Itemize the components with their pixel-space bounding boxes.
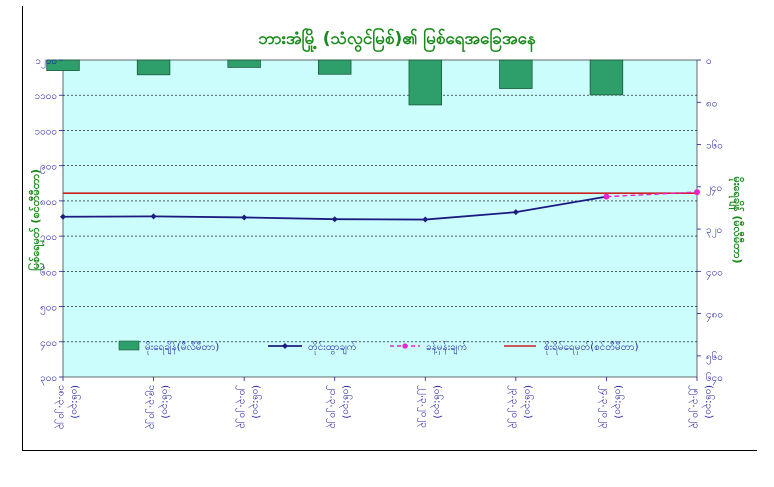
- rain-bar: [136, 59, 171, 76]
- rain-bar: [408, 59, 442, 106]
- chart: ဘားအံမြို့ (သံလွင်မြစ်)၏ မြစ်ရေအခြေအနေ ၃…: [27, 26, 745, 429]
- legend-marker-observed: [282, 343, 288, 349]
- right-tick-label: ၄၈၀: [706, 310, 723, 323]
- left-tick-label: ၆၀၀: [40, 265, 57, 278]
- x-tick-label: (၀၆:၃၀): [610, 385, 625, 419]
- x-tick-label: ၁၈.၃.၂၀၂၃: [54, 385, 67, 429]
- left-tick-label: ၉၀၀: [40, 162, 57, 175]
- right-tick-label: ၄၀၀: [706, 267, 723, 280]
- x-tick-label: (၀၆:၃၀): [520, 385, 535, 419]
- right-tick-label: ၅၆၀: [706, 350, 723, 365]
- chart-title: ဘားအံမြို့ (သံလွင်မြစ်)၏ မြစ်ရေအခြေအနေ: [257, 26, 535, 53]
- legend-marker-forecast: [402, 343, 408, 349]
- legend-swatch-rain: [118, 340, 140, 351]
- right-tick-label: ၁၆၀: [706, 139, 723, 152]
- x-tick-label: (၀၆:၃၀): [67, 385, 82, 419]
- forecast-point: [694, 189, 700, 196]
- right-tick-label: ၂၄၀: [706, 183, 722, 196]
- right-tick-label: ၈၀: [706, 98, 717, 109]
- legend-label: ခန့်မှန်းချက်: [426, 340, 467, 355]
- x-tick-label: ၂၄.၃.၂၀၂၃: [597, 385, 610, 429]
- x-tick-label: ၁၉.၃.၂၀၂၃: [145, 385, 158, 429]
- x-tick-label: ၂၀.၃.၂၀၂၃: [235, 385, 248, 429]
- observed-point: [241, 214, 248, 221]
- observed-point: [150, 213, 157, 220]
- left-tick-label: ၅၀၀: [40, 303, 57, 316]
- right-tick-label: ၃၂၀: [706, 225, 722, 238]
- forecast-line: [606, 191, 698, 198]
- x-tick-label: (၀၆:၃၀): [701, 385, 716, 419]
- left-tick-label: ၁၂၀၀: [35, 56, 57, 69]
- forecast-point: [603, 193, 610, 200]
- x-tick-label: (၀၆:၃၀): [339, 385, 354, 419]
- rain-bar: [589, 59, 624, 96]
- x-tick-label: ၂၁.၃.၂၀၂၃: [326, 385, 339, 429]
- observed-point: [422, 216, 429, 223]
- right-tick-label: ၀: [706, 56, 712, 67]
- x-tick-label: (၀၆:၃၀): [158, 385, 173, 419]
- left-tick-label: ၁၁၀၀: [35, 91, 58, 102]
- left-tick-label: ၇၀၀: [40, 232, 57, 245]
- legend-label: တိုင်းထွာချက်: [308, 340, 357, 355]
- left-tick-label: ၁၀၀၀: [35, 126, 58, 137]
- rain-bar: [227, 59, 261, 68]
- y-axis-left-label: မြစ်ရေမှတ် (စင်တီမီတာ): [27, 169, 45, 271]
- x-tick-label: ၂၂.၃.၂၀၂၃: [416, 385, 429, 428]
- observed-point: [512, 209, 519, 216]
- x-tick-label: ၂၅.၃.၂၀၂၃: [688, 385, 701, 429]
- left-tick-label: ၄၀၀: [40, 338, 57, 351]
- legend-label: မိုးရေချိန်(မီလီမီတာ): [145, 340, 219, 355]
- legend-label: စိုးရိမ်ရေမှတ်(စင်တီမီတာ): [544, 340, 639, 355]
- observed-point: [331, 216, 338, 223]
- left-tick-label: ၃၀၀: [40, 373, 57, 386]
- chart-frame: ဘားအံမြို့ (သံလွင်မြစ်)၏ မြစ်ရေအခြေအနေ ၃…: [22, 6, 757, 451]
- x-tick-label: (၀၆:၃၀): [248, 385, 263, 419]
- rain-bar: [499, 59, 533, 89]
- observed-point: [60, 213, 66, 220]
- x-tick-label: (၀၆:၃၀): [429, 385, 444, 419]
- left-tick-label: ၈၀၀: [40, 197, 57, 208]
- x-tick-label: ၂၃.၃.၂၀၂၃: [507, 385, 520, 429]
- rain-bar: [318, 59, 352, 75]
- y-axis-right-label: မိုးရေချိန် (မီလီမီတာ): [728, 177, 745, 264]
- right-tick-label: ၆၄၀: [706, 371, 723, 386]
